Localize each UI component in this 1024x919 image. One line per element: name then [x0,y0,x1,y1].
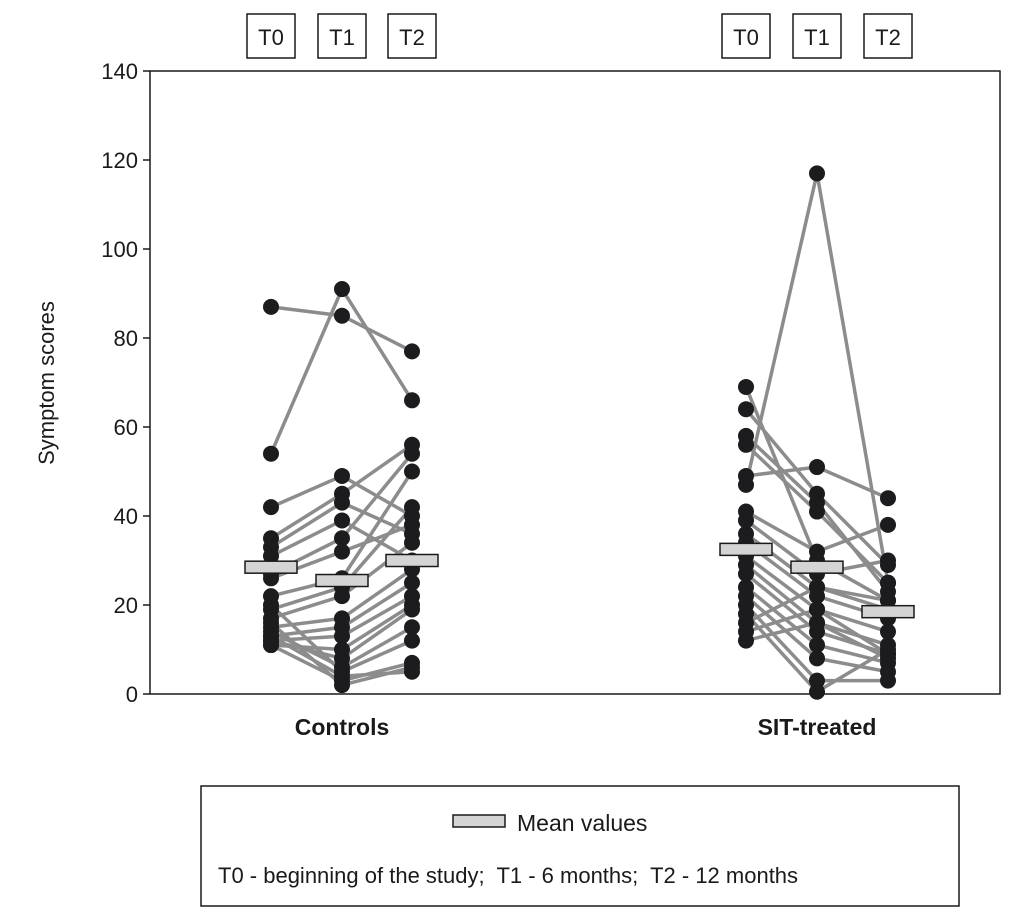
timepoint-box-t2 [863,13,913,59]
data-point [809,503,825,520]
data-point [334,668,350,685]
plot-area [149,70,1001,695]
data-point [263,445,279,462]
data-point [738,378,754,395]
data-point [404,499,420,516]
legend-mean-label: Mean values [517,810,647,836]
legend-note: T0 - beginning of the study; T1 - 6 mont… [218,863,798,888]
data-point [809,543,825,560]
y-tick-label: 60 [114,415,138,440]
data-point [404,601,420,618]
data-point [809,672,825,689]
timepoint-label: T2 [875,25,901,50]
data-point [809,614,825,631]
data-point [334,628,350,645]
data-point [809,637,825,654]
mean-marker [315,573,369,588]
data-point [809,683,825,700]
data-point [809,650,825,667]
mean-marker [719,542,773,557]
mean-marker [244,560,298,574]
y-tick-label: 20 [114,593,138,618]
y-tick-label: 80 [114,326,138,351]
data-point [880,574,896,591]
mean-marker [790,560,844,574]
y-axis-label: Symptom scores [34,301,59,465]
mean-marker [385,553,439,568]
timepoint-box-t1 [317,13,367,59]
data-point [880,623,896,640]
data-point [738,632,754,649]
data-point [404,463,420,480]
data-point [263,298,279,315]
group-label: Controls [295,714,390,740]
timepoint-label: T0 [733,25,759,50]
legend-mean-swatch [452,814,506,828]
data-point [334,467,350,484]
data-point [263,614,279,631]
data-point [263,548,279,565]
data-point [809,165,825,182]
data-point [738,565,754,582]
timepoint-label: T1 [804,25,830,50]
data-point [738,401,754,418]
mean-marker [861,604,915,619]
data-point [334,543,350,560]
y-tick-label: 120 [101,148,138,173]
data-point [334,512,350,529]
data-point [738,436,754,453]
data-point [404,516,420,533]
data-point [809,579,825,596]
data-point [404,574,420,591]
data-point [334,494,350,511]
data-point [880,672,896,689]
data-point [404,663,420,680]
data-point [263,597,279,613]
legend: Mean values T0 - beginning of the study;… [200,785,960,907]
data-point [880,490,896,507]
timepoint-label: T1 [329,25,355,50]
data-point [263,570,279,587]
timepoint-box-t0 [721,13,771,59]
data-point [334,588,350,605]
data-point [738,512,754,529]
subject-line [744,172,890,584]
timepoint-box-t0 [246,13,296,59]
data-point [809,601,825,618]
data-point [334,281,350,298]
timepoint-label: T2 [399,25,425,50]
data-point [334,307,350,324]
data-point [334,530,350,547]
y-tick-label: 40 [114,504,138,529]
data-point [880,552,896,569]
data-point [404,392,420,409]
data-point [404,619,420,636]
data-point [404,343,420,360]
data-point [880,650,896,667]
data-point [404,632,420,649]
y-tick-label: 100 [101,237,138,262]
data-point [404,445,420,462]
data-point [404,534,420,551]
timepoint-box-t2 [387,13,437,59]
data-point [809,459,825,476]
timepoint-label: T0 [258,25,284,50]
data-point [880,516,896,533]
y-tick-label: 140 [101,59,138,84]
group-label: SIT-treated [758,714,877,740]
data-point [880,592,896,609]
y-tick-label: 0 [126,682,138,707]
data-point [263,628,279,645]
data-point [263,499,279,516]
timepoint-box-t1 [792,13,842,59]
data-point [738,467,754,484]
